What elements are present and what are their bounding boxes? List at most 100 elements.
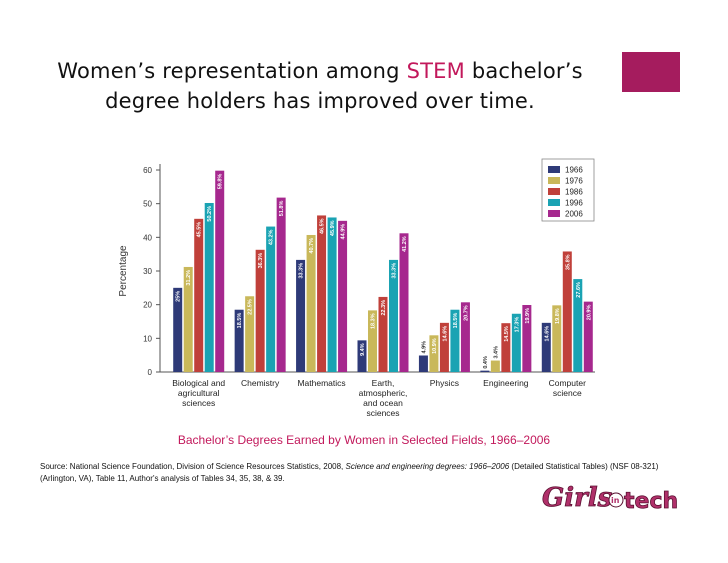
bar	[429, 335, 439, 372]
bar	[368, 310, 377, 372]
bar-value-label: 17.3%	[514, 317, 520, 333]
x-category-label: Mathematics	[297, 378, 345, 388]
bar-value-label: 9.4%	[360, 343, 366, 356]
bar	[583, 301, 593, 372]
bar	[357, 340, 367, 372]
bar-value-label: 59.8%	[218, 174, 224, 190]
legend-swatch	[548, 210, 560, 217]
bar	[317, 215, 327, 372]
bar-value-label: 0.4%	[483, 356, 489, 369]
accent-block	[622, 52, 680, 92]
bar-value-label: 33.3%	[299, 263, 305, 279]
bar-value-label: 35.8%	[565, 254, 571, 270]
bar	[450, 309, 460, 372]
y-axis-label: Percentage	[118, 245, 129, 297]
bar-value-label: 36.3%	[258, 253, 264, 269]
bar-value-label: 40.7%	[309, 238, 315, 254]
bar-value-label: 20.9%	[586, 305, 592, 321]
logo-girls-text: Girls	[542, 483, 613, 513]
bar	[255, 249, 265, 372]
bar	[490, 360, 500, 372]
legend-label: 2006	[565, 210, 583, 219]
bar-value-label: 19.9%	[525, 308, 531, 324]
logo-in-badge	[608, 492, 624, 508]
title-stem-word: STEM	[406, 59, 465, 83]
bar	[552, 305, 562, 372]
bar	[460, 302, 470, 372]
x-category-label: and ocean	[363, 398, 403, 408]
girls-in-tech-logo: Girls in tech	[542, 483, 679, 515]
bar-value-label: 33.3%	[392, 263, 398, 279]
legend-swatch	[548, 188, 560, 195]
source-suffix: (Detailed Statistical Tables) (NSF 08-32…	[40, 462, 659, 483]
legend-label: 1986	[565, 188, 583, 197]
bar-value-label: 22.3%	[381, 300, 387, 316]
bar-value-label: 3.4%	[493, 346, 499, 359]
source-note: Source: National Science Foundation, Div…	[40, 461, 690, 485]
x-category-label: science	[553, 388, 582, 398]
y-tick-label: 20	[143, 301, 152, 310]
legend-swatch	[548, 177, 560, 184]
bar-value-label: 51.8%	[279, 201, 285, 217]
bar-value-label: 18.3%	[371, 313, 377, 329]
legend-swatch	[548, 166, 560, 173]
bar	[266, 226, 276, 372]
y-tick-label: 60	[143, 166, 152, 175]
bar	[480, 370, 490, 372]
bar	[378, 296, 388, 372]
bar-value-label: 43.2%	[269, 229, 275, 245]
bar-value-label: 45.5%	[197, 222, 203, 238]
slide-title: Women’s representation among STEM bachel…	[30, 56, 610, 116]
bar-value-label: 25%	[176, 291, 182, 302]
y-tick-label: 50	[143, 200, 152, 209]
bar-value-label: 20.7%	[463, 305, 469, 321]
x-category-label: sciences	[366, 408, 399, 418]
x-category-label: Computer	[549, 378, 586, 388]
legend-label: 1996	[565, 199, 583, 208]
bar	[327, 217, 337, 372]
x-category-label: Engineering	[483, 378, 529, 388]
title-text-b: bachelor’s	[464, 59, 583, 83]
bar-value-label: 46.5%	[320, 218, 326, 234]
legend-swatch	[548, 199, 560, 206]
x-category-label: agricultural	[178, 388, 220, 398]
bar	[204, 202, 214, 372]
bar-value-label: 18.5%	[237, 313, 243, 329]
x-category-label: Physics	[430, 378, 459, 388]
bar-value-label: 45.9%	[330, 220, 336, 236]
bar-value-label: 19.8%	[555, 308, 561, 324]
bar-value-label: 10.9%	[432, 338, 438, 354]
bar	[296, 259, 306, 372]
y-tick-label: 40	[143, 233, 152, 242]
legend-label: 1976	[565, 177, 583, 186]
bar-chart: 0 10 20 30 40 50 60 Percentage 25% 31.2% 45.5% 50.2…	[118, 158, 595, 418]
bar	[276, 197, 286, 372]
bar-value-label: 22.5%	[248, 299, 254, 315]
bar	[541, 322, 551, 372]
bar	[389, 259, 398, 372]
bar	[511, 313, 521, 372]
bar	[439, 322, 449, 372]
bar	[573, 279, 583, 372]
x-category-label: Chemistry	[241, 378, 280, 388]
logo-tech-text: tech	[624, 489, 678, 514]
bar	[338, 220, 348, 372]
bar-value-label: 14.6%	[544, 326, 550, 342]
y-tick-label: 10	[143, 334, 152, 343]
source-prefix: Source: National Science Foundation, Div…	[40, 462, 346, 471]
title-text-a: Women’s representation among	[57, 59, 407, 83]
bar-value-label: 31.2%	[186, 270, 192, 286]
y-tick-label: 30	[143, 267, 152, 276]
bar	[562, 251, 572, 372]
logo-in-text: in	[611, 496, 620, 505]
x-category-label: Biological and	[172, 378, 225, 388]
bar-value-label: 18.5%	[453, 313, 459, 329]
bar	[306, 234, 316, 372]
bar-value-label: 4.9%	[421, 341, 427, 354]
bar	[183, 266, 193, 372]
title-line-2: degree holders has improved over time.	[105, 89, 535, 113]
bar	[194, 218, 204, 372]
bar-value-label: 14.6%	[442, 326, 448, 342]
bar	[234, 309, 244, 372]
bar-value-label: 27.6%	[576, 282, 582, 298]
